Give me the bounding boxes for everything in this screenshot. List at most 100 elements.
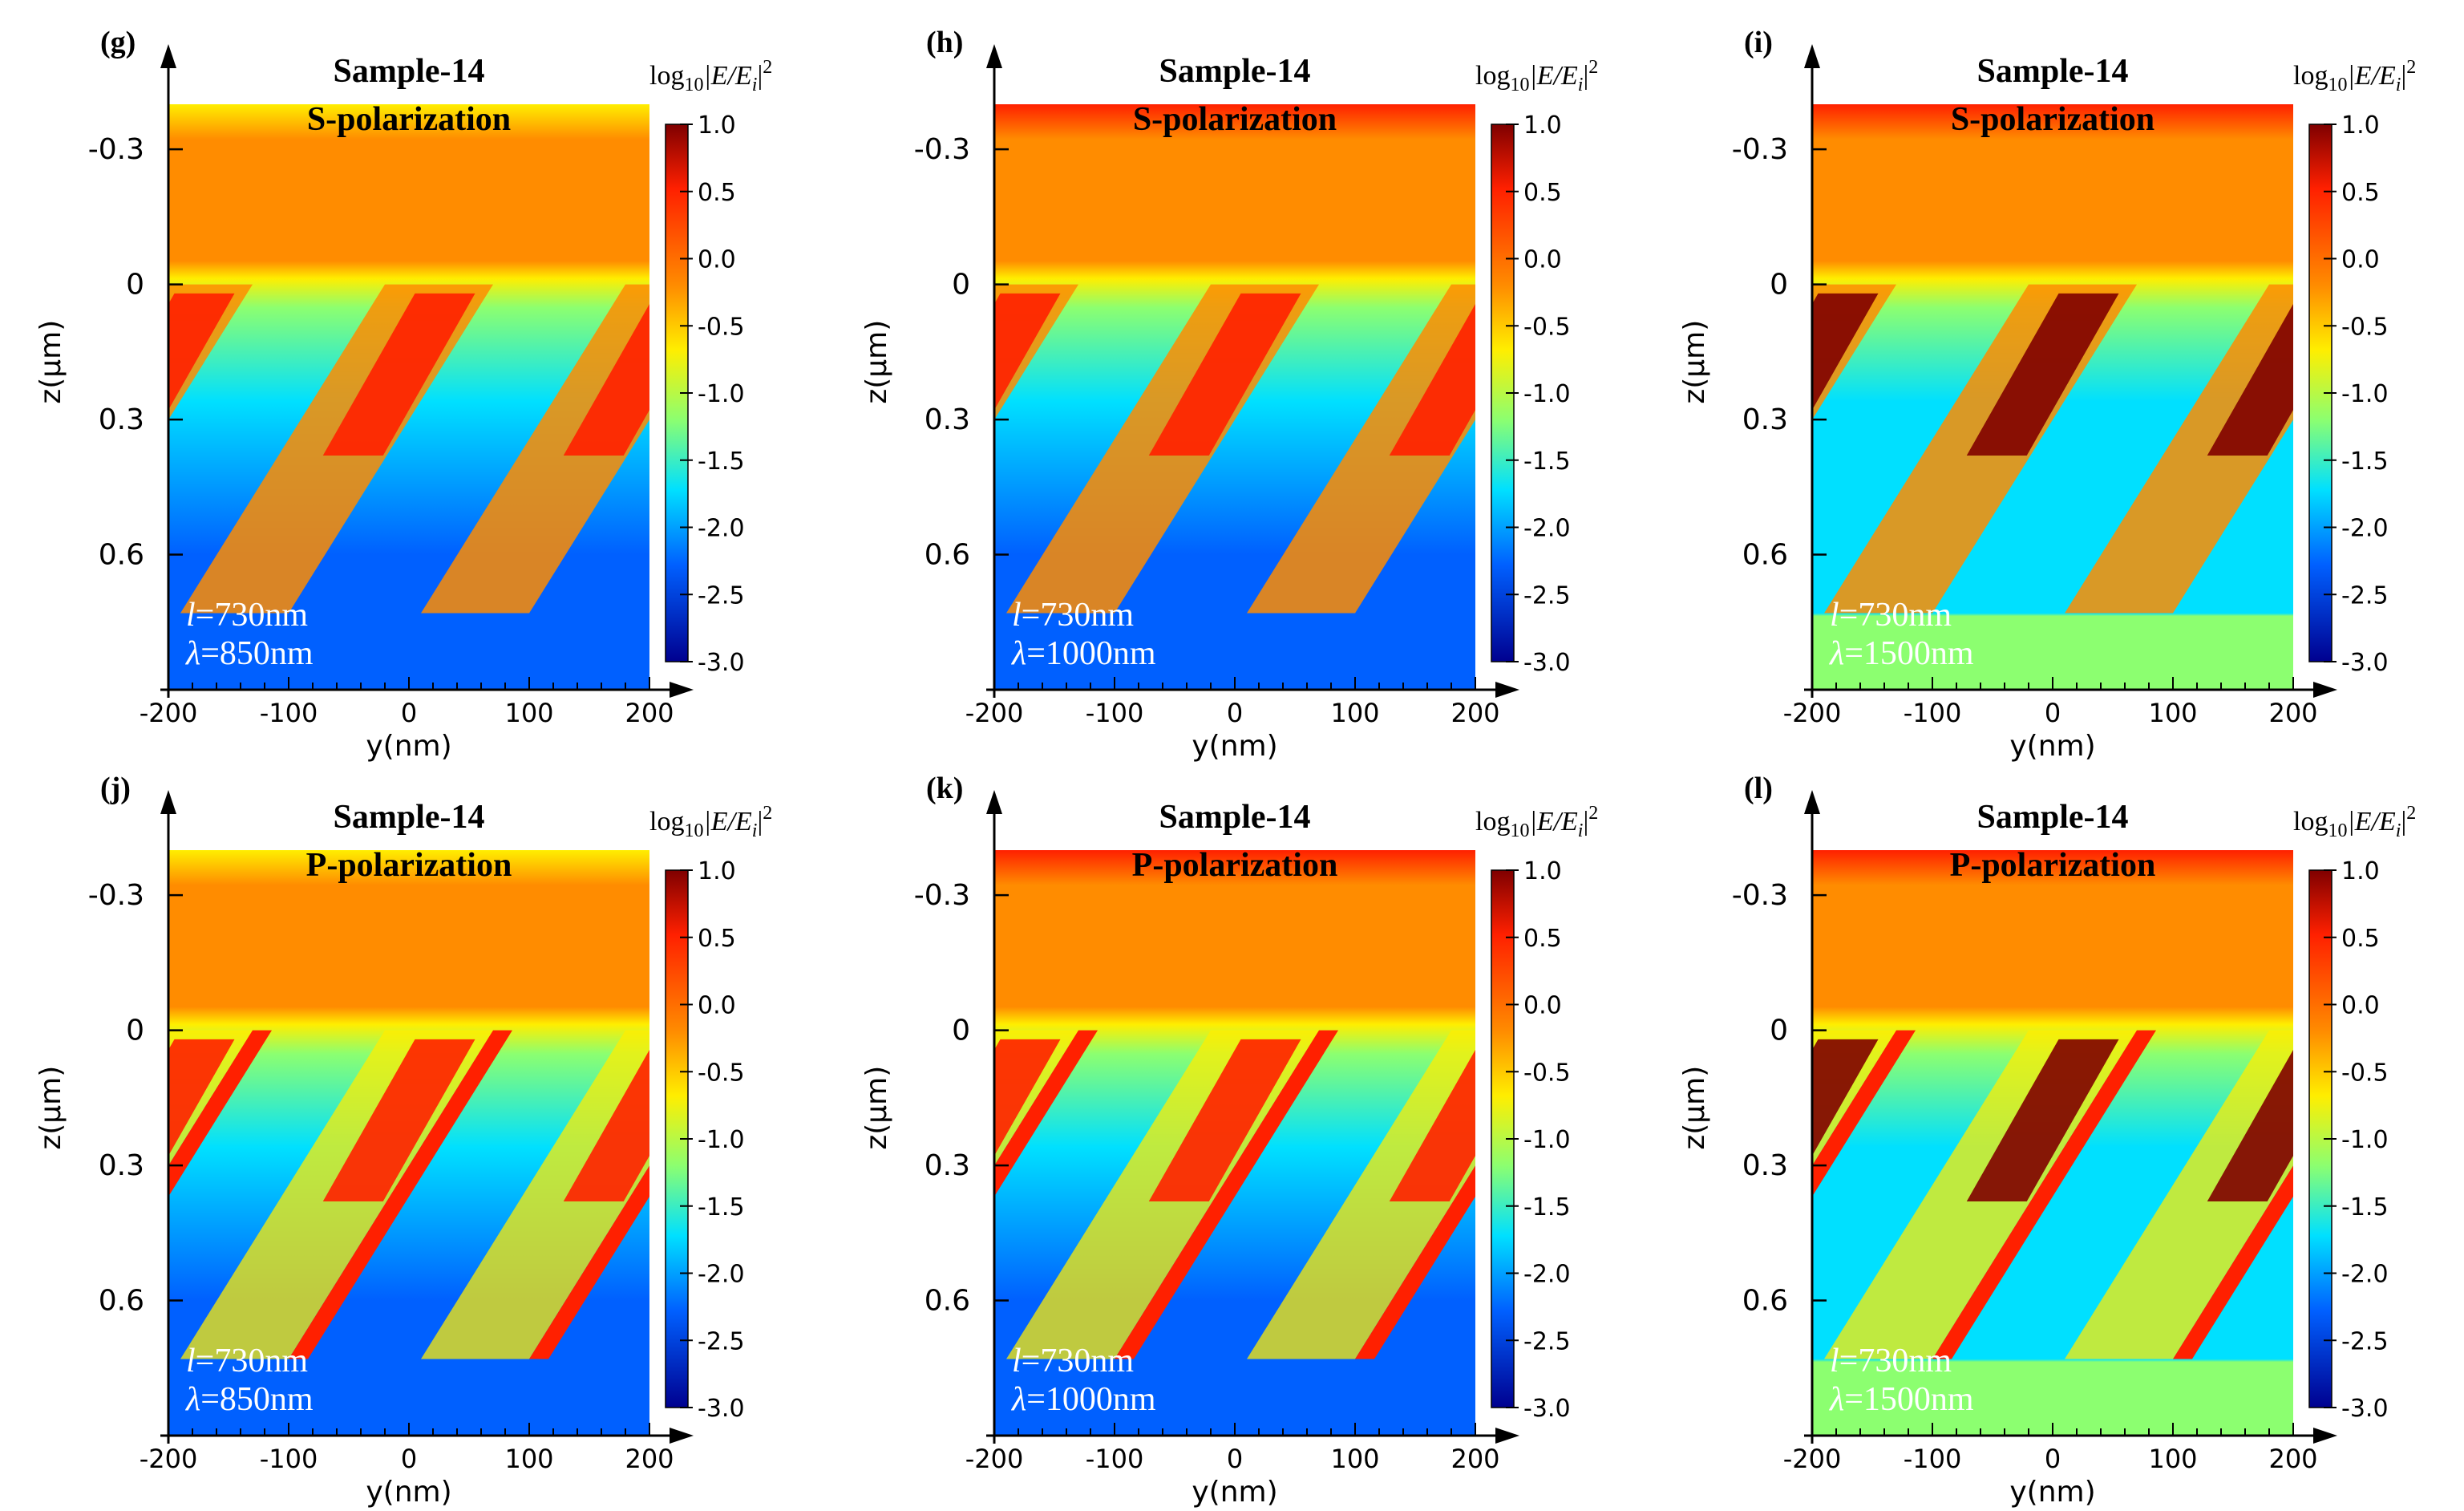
colorbar-tick-label: 0.5: [2341, 925, 2380, 953]
length-annotation: l=730nm: [1012, 597, 1134, 634]
field-hotspot: [322, 293, 475, 456]
plot-title: Sample-14: [1159, 799, 1311, 836]
wavelength-annotation: λ=1500nm: [1828, 1381, 1974, 1418]
x-axis-arrow: [1495, 1428, 1519, 1444]
colorbar-title: log10|E/Ei|2: [649, 57, 772, 95]
colorbar-tick-label: -1.0: [698, 380, 745, 408]
polarization-label: P-polarization: [306, 847, 512, 884]
plot-title: Sample-14: [1159, 53, 1311, 90]
colorbar-tick-label: -3.0: [1523, 649, 1571, 677]
x-tick-label: 100: [1330, 1444, 1379, 1474]
colorbar-tick-label: -2.5: [1523, 581, 1571, 610]
colorbar-tick-label: 0.0: [1523, 992, 1562, 1020]
heatmap-panel-h: -0.3 0 0.3 0.6 -200 -100 0 100 200 y(nm) z(μm) (h) S…: [826, 0, 1644, 763]
colorbar-tick-label: 0.0: [698, 246, 736, 274]
colorbar-tick-label: -1.5: [1523, 448, 1571, 476]
colorbar-tick-label: -3.0: [698, 1395, 745, 1423]
field-map: [168, 104, 649, 690]
polarization-label: S-polarization: [1133, 101, 1337, 138]
y-tick-label: 0.3: [99, 403, 144, 436]
colorbar-tick-label: -1.5: [698, 448, 745, 476]
panel-label: (l): [1744, 772, 1773, 805]
y-tick-label: 0.3: [99, 1149, 144, 1182]
x-tick-label: -100: [1086, 1444, 1144, 1474]
colorbar-tick-label: -2.5: [1523, 1327, 1571, 1355]
y-tick-label: 0: [126, 269, 144, 302]
heatmap-panel-j: -0.3 0 0.3 0.6 -200 -100 0 100 200 y(nm) z(μm) (j) S…: [0, 746, 818, 1509]
chart-svg: -0.3 0 0.3 0.6 -200 -100 0 100 200 y(nm) z(μm) (l) S…: [1678, 772, 2416, 1509]
y-tick-label: 0.3: [1742, 403, 1788, 436]
colorbar-tick-label: -1.0: [2341, 380, 2389, 408]
colorbar-tick-label: -1.5: [2341, 1193, 2389, 1221]
field-hotspot: [1148, 293, 1301, 456]
x-axis-arrow: [1495, 682, 1519, 698]
y-tick-label: 0.3: [925, 403, 970, 436]
colorbar-tick-label: -2.0: [1523, 515, 1571, 543]
field-hotspot: [563, 304, 649, 456]
y-tick-label: 0.6: [925, 539, 970, 572]
colorbar-tick-label: -0.5: [1523, 1059, 1571, 1087]
y-axis-arrow: [986, 790, 1002, 814]
y-tick-label: -0.3: [914, 133, 970, 166]
y-axis-arrow: [160, 44, 176, 68]
colorbar-tick-label: -1.0: [1523, 380, 1571, 408]
x-axis-title: y(nm): [366, 730, 451, 763]
colorbar-tick-label: -0.5: [1523, 313, 1571, 341]
y-axis-arrow: [160, 790, 176, 814]
x-tick-label: 100: [2148, 1444, 2197, 1474]
chart-svg: -0.3 0 0.3 0.6 -200 -100 0 100 200 y(nm) z(μm) (i) S…: [1678, 26, 2416, 763]
field-hotspot: [1148, 1039, 1301, 1201]
y-tick-label: -0.3: [1732, 133, 1788, 166]
field-band: [2065, 1030, 2293, 1359]
heatmap-panel-g: -0.3 0 0.3 0.6 -200 -100 0 100 200 y(nm) z(μm) (g) S…: [0, 0, 818, 763]
colorbar-tick-label: 1.0: [1523, 111, 1562, 140]
colorbar-tick-label: -0.5: [2341, 313, 2389, 341]
field-hotspot: [1966, 293, 2119, 456]
x-axis-title: y(nm): [2009, 1476, 2095, 1509]
colorbar-tick-label: -0.5: [698, 313, 745, 341]
x-axis-arrow: [670, 1428, 694, 1444]
x-tick-label: 200: [2268, 1444, 2317, 1474]
polarization-label: S-polarization: [1951, 101, 2154, 138]
x-axis-title: y(nm): [1192, 730, 1277, 763]
chart-svg: -0.3 0 0.3 0.6 -200 -100 0 100 200 y(nm) z(μm) (k) S…: [860, 772, 1598, 1509]
x-tick-label: -200: [965, 1444, 1024, 1474]
colorbar-tick-label: -2.5: [2341, 1327, 2389, 1355]
wavelength-annotation: λ=1000nm: [1010, 1381, 1156, 1418]
colorbar-tick-label: 0.5: [698, 925, 736, 953]
polarization-label: P-polarization: [1950, 847, 2156, 884]
colorbar-title: log10|E/Ei|2: [1475, 57, 1598, 95]
panel-label: (k): [926, 772, 963, 805]
x-tick-label: 0: [401, 1444, 417, 1474]
x-tick-label: 200: [2268, 698, 2317, 728]
length-annotation: l=730nm: [1830, 597, 1952, 634]
y-tick-label: 0: [952, 1015, 970, 1047]
colorbar-tick-label: 0.0: [698, 992, 736, 1020]
colorbar-tick-label: 0.5: [2341, 179, 2380, 207]
y-tick-label: 0.6: [99, 539, 144, 572]
field-edge: [289, 1030, 512, 1359]
colorbar-tick-label: 0.0: [2341, 246, 2380, 274]
colorbar-tick-label: 0.0: [2341, 992, 2380, 1020]
colorbar-title: log10|E/Ei|2: [649, 803, 772, 841]
x-tick-label: -100: [1086, 698, 1144, 728]
colorbar-tick-label: 1.0: [698, 111, 736, 140]
axes: [160, 790, 694, 1444]
y-axis-arrow: [1804, 44, 1820, 68]
heatmap-panel-k: -0.3 0 0.3 0.6 -200 -100 0 100 200 y(nm) z(μm) (k) S…: [826, 746, 1644, 1509]
x-axis-title: y(nm): [2009, 730, 2095, 763]
length-annotation: l=730nm: [1012, 1343, 1134, 1379]
colorbar-title: log10|E/Ei|2: [1475, 803, 1598, 841]
chart-svg: -0.3 0 0.3 0.6 -200 -100 0 100 200 y(nm) z(μm) (j) S…: [34, 772, 772, 1509]
x-axis-title: y(nm): [366, 1476, 451, 1509]
x-tick-label: -200: [1783, 698, 1842, 728]
x-tick-label: 100: [504, 1444, 553, 1474]
x-tick-label: 200: [1450, 698, 1499, 728]
plot-title: Sample-14: [334, 53, 485, 90]
x-tick-label: -100: [260, 1444, 318, 1474]
x-axis-arrow: [2313, 682, 2337, 698]
x-tick-label: -200: [140, 1444, 198, 1474]
